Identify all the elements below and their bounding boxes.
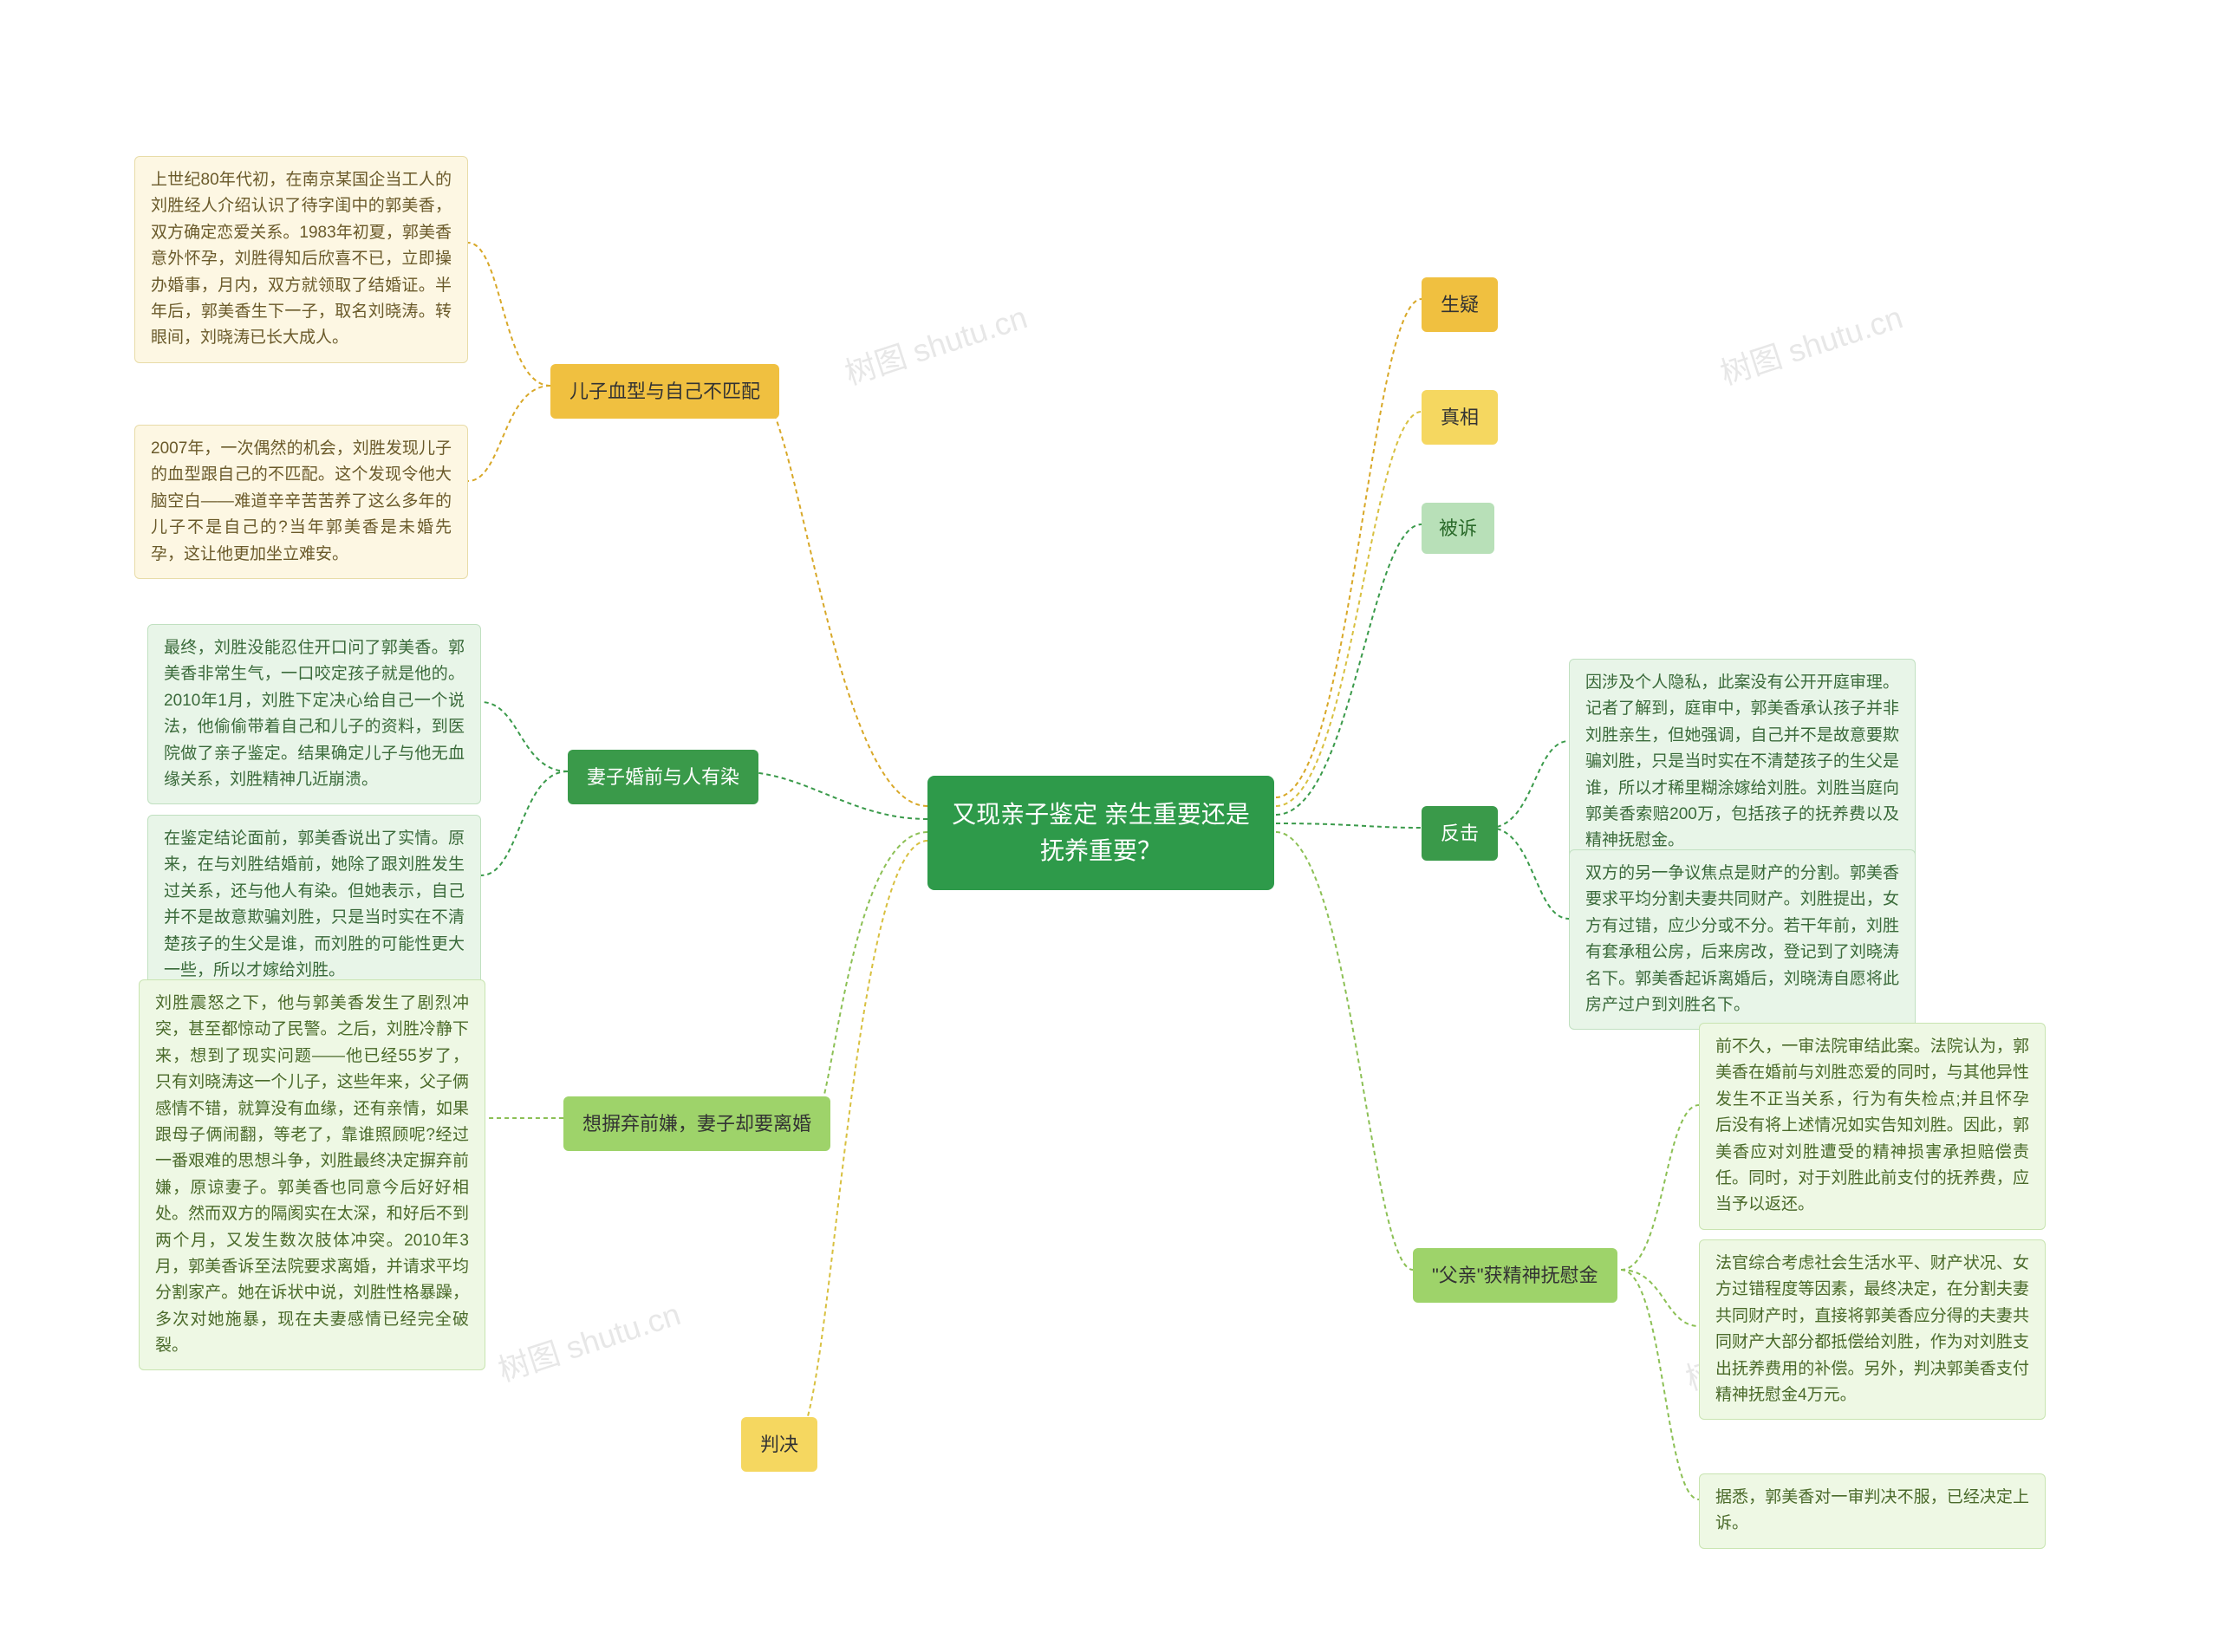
leaf-node: 法官综合考虑社会生活水平、财产状况、女方过错程度等因素，最终决定，在分割夫妻共同… [1699, 1239, 2046, 1420]
watermark: 树图 shutu.cn [491, 1290, 685, 1391]
leaf-node: 在鉴定结论面前，郭美香说出了实情。原来，在与刘胜结婚前，她除了跟刘胜发生过关系，… [147, 815, 481, 995]
leaf-node: 据悉，郭美香对一审判决不服，已经决定上诉。 [1699, 1473, 2046, 1549]
leaf-node: 上世纪80年代初，在南京某国企当工人的刘胜经人介绍认识了待字闺中的郭美香，双方确… [134, 156, 468, 363]
center-node: 又现亲子鉴定 亲生重要还是抚养重要？ [927, 776, 1274, 890]
branch-compensation: "父亲"获精神抚慰金 [1413, 1248, 1617, 1303]
leaf-node: 因涉及个人隐私，此案没有公开开庭审理。记者了解到，庭审中，郭美香承认孩子并非刘胜… [1569, 659, 1916, 866]
leaf-node: 双方的另一争议焦点是财产的分割。郭美香要求平均分割夫妻共同财产。刘胜提出，女方有… [1569, 849, 1916, 1030]
branch-divorce: 想摒弃前嫌，妻子却要离婚 [563, 1096, 830, 1151]
branch-truth: 真相 [1422, 390, 1498, 445]
leaf-node: 前不久，一审法院审结此案。法院认为，郭美香在婚前与刘胜恋爱的同时，与其他异性发生… [1699, 1023, 2046, 1230]
branch-counter: 反击 [1422, 806, 1498, 861]
branch-verdict: 判决 [741, 1417, 817, 1472]
watermark: 树图 shutu.cn [1714, 293, 1907, 394]
leaf-node: 刘胜震怒之下，他与郭美香发生了剧烈冲突，甚至都惊动了民警。之后，刘胜冷静下来，想… [139, 979, 485, 1370]
leaf-node: 2007年，一次偶然的机会，刘胜发现儿子的血型跟自己的不匹配。这个发现令他大脑空… [134, 425, 468, 579]
branch-sued: 被诉 [1422, 503, 1494, 554]
branch-blood-type: 儿子血型与自己不匹配 [550, 364, 779, 419]
watermark: 树图 shutu.cn [838, 293, 1031, 394]
leaf-node: 最终，刘胜没能忍住开口问了郭美香。郭美香非常生气，一口咬定孩子就是他的。2010… [147, 624, 481, 804]
branch-doubt: 生疑 [1422, 277, 1498, 332]
branch-premarital: 妻子婚前与人有染 [568, 750, 758, 804]
